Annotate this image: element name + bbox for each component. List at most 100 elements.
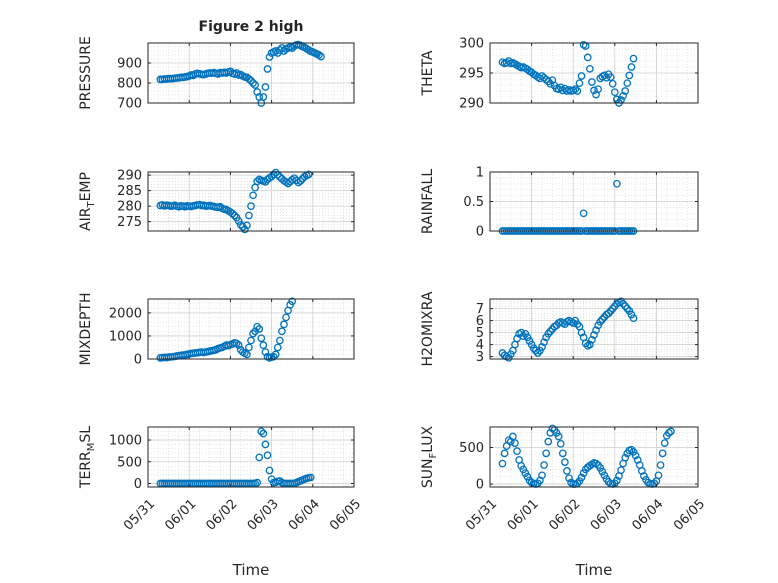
y-tick-label: 500: [459, 441, 484, 456]
data-point: [621, 453, 630, 462]
y-tick-label: 0.5: [463, 195, 484, 210]
axes-box: [489, 298, 699, 360]
axes-box: [147, 426, 355, 488]
data-point: [561, 458, 569, 466]
data-point: [610, 88, 619, 97]
data-point: [573, 87, 582, 95]
axes-box: [147, 298, 355, 360]
data-point: [255, 453, 264, 462]
x-tick-label: 06/03: [245, 497, 282, 534]
data-point: [629, 314, 638, 323]
data-point: [500, 449, 509, 458]
x-tick-label: 06/05: [327, 497, 364, 534]
y-tick-label: 0: [476, 478, 484, 493]
data-point: [579, 209, 588, 218]
y-tick-label: 900: [117, 57, 142, 72]
y-tick-label: 0: [476, 225, 484, 240]
y-axis-label: PRESSURE: [78, 36, 94, 110]
data-point: [538, 471, 546, 480]
data-point: [228, 209, 237, 218]
data-point: [245, 75, 253, 83]
y-tick-label: 4: [476, 338, 484, 353]
y-tick-label: 7: [476, 302, 484, 317]
y-tick-label: 1: [476, 166, 484, 181]
data-point: [257, 427, 266, 436]
data-point: [540, 461, 548, 469]
y-tick-label: 300: [459, 37, 484, 52]
data-point: [253, 322, 262, 331]
y-tick-label: 500: [117, 455, 142, 470]
data-point: [585, 340, 594, 349]
data-point: [585, 64, 594, 73]
data-point: [290, 174, 299, 183]
data-point: [304, 170, 313, 179]
data-point: [658, 449, 667, 458]
y-tick-label: 275: [117, 215, 142, 230]
data-point: [263, 65, 272, 73]
x-tick-label: 06/03: [588, 497, 625, 534]
data-point: [255, 325, 264, 333]
data-point: [498, 459, 507, 468]
data-point: [249, 79, 257, 87]
data-point: [232, 339, 241, 348]
data-point: [621, 87, 630, 95]
data-point: [234, 217, 243, 225]
data-point: [278, 327, 286, 336]
data-point: [617, 466, 625, 475]
subplot-mixdepth: 0 1000 2000 MIXDEPTH: [78, 293, 355, 368]
data-point: [627, 63, 636, 71]
data-point: [288, 175, 297, 184]
axes-box: [147, 42, 355, 104]
y-tick-label: 290: [459, 97, 484, 112]
subplot-pressure: 700 800 900 PRESSURE: [78, 36, 355, 112]
x-tick-label: 06/04: [286, 497, 323, 534]
data-point: [571, 85, 580, 94]
y-tick-label: 6: [476, 314, 484, 329]
data-point: [261, 440, 270, 449]
data-point: [253, 478, 262, 487]
x-tick-label: 05/31: [463, 497, 500, 534]
data-point: [282, 313, 290, 322]
data-point: [509, 432, 517, 441]
data-point: [554, 432, 563, 441]
data-point: [511, 439, 519, 447]
x-tick-label: 06/01: [162, 497, 199, 534]
data-point: [261, 83, 270, 91]
y-tick-label: 2000: [109, 306, 142, 321]
data-point: [243, 350, 251, 359]
data-point: [608, 79, 617, 88]
y-tick-label: 1000: [109, 329, 142, 344]
data-point: [667, 427, 675, 436]
data-point: [269, 352, 278, 361]
subplot-terr-msl: 0 500 1000 TERRMSL 05/31 06/01 06/02 06/03 06/04…: [78, 426, 364, 534]
data-point: [575, 79, 584, 88]
data-point: [247, 202, 255, 211]
data-point: [251, 81, 259, 89]
subplot-rainfall: 0 0.5 1 RAINFALL: [420, 166, 699, 240]
y-tick-label: 3: [476, 350, 484, 365]
data-point: [234, 341, 243, 350]
data-point: [629, 54, 638, 63]
x-tick-label: 06/02: [546, 497, 583, 534]
axes-box: [147, 171, 355, 232]
data-point: [656, 461, 665, 469]
y-axis-label: THETA: [420, 50, 436, 96]
data-point: [588, 335, 596, 344]
data-point: [317, 52, 325, 61]
plot-area: [148, 172, 354, 231]
x-tick-label: 06/01: [505, 497, 542, 534]
data-point: [288, 297, 297, 306]
figure-title: Figure 2 high: [199, 19, 304, 35]
data-point: [556, 439, 565, 448]
data-point: [613, 179, 621, 188]
y-tick-label: 0: [134, 477, 142, 492]
data-point: [513, 334, 521, 343]
y-axis-label: AIRTEMP: [78, 172, 97, 231]
data-point: [627, 445, 636, 454]
y-tick-label: 5: [476, 326, 484, 341]
data-point: [232, 69, 241, 77]
data-point: [590, 86, 598, 95]
